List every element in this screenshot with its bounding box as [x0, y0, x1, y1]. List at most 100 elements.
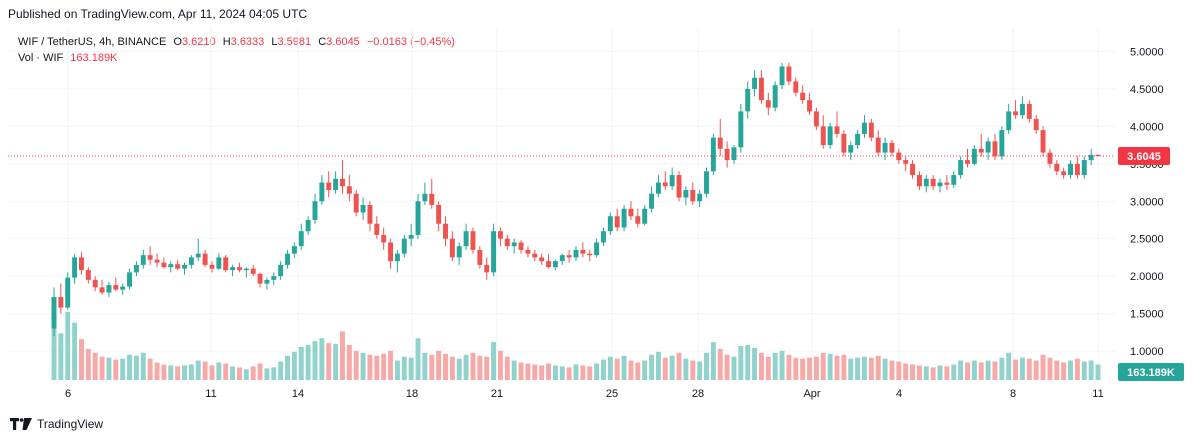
- candle-body: [491, 231, 497, 273]
- close-value: 3.6045: [326, 36, 360, 48]
- volume-bar: [312, 341, 318, 380]
- volume-bar: [305, 345, 311, 380]
- volume-bar: [951, 364, 957, 380]
- candle-body: [333, 178, 339, 191]
- candle-body: [559, 255, 565, 262]
- time-axis-label: Apr: [803, 388, 820, 400]
- volume-bar: [65, 312, 71, 380]
- candle-body: [113, 285, 119, 290]
- volume-bar: [168, 365, 174, 380]
- candle-body: [903, 160, 909, 164]
- volume-bar: [649, 354, 655, 380]
- price-axis-label: 1.0000: [1130, 346, 1164, 358]
- volume-bar: [601, 359, 606, 380]
- candle-body: [587, 253, 593, 256]
- volume-bar: [848, 358, 854, 380]
- legend-volume-row: Vol · WIF 163.189K: [18, 50, 455, 66]
- tradingview-logo-icon: [10, 418, 32, 430]
- candle-body: [470, 231, 476, 250]
- volume-bar: [566, 367, 572, 380]
- candle-body: [1019, 103, 1025, 116]
- volume-bar: [697, 361, 703, 380]
- candle-body: [353, 193, 359, 213]
- volume-bar: [758, 352, 764, 380]
- volume-bar: [772, 352, 778, 380]
- open-value: 3.6210: [181, 36, 216, 48]
- volume-bar: [896, 361, 902, 380]
- volume-bar: [429, 354, 435, 380]
- candle-body: [525, 249, 531, 254]
- candle-body: [408, 234, 414, 239]
- volume-bar: [182, 365, 187, 380]
- volume-bar: [944, 366, 950, 380]
- volume-bar: [669, 355, 675, 380]
- volume-bar: [497, 350, 503, 380]
- volume-bar: [285, 355, 290, 380]
- volume-bar: [594, 363, 600, 380]
- volume-bar: [236, 367, 242, 380]
- candle-body: [360, 204, 366, 213]
- volume-bar: [855, 357, 861, 380]
- candle-body: [1047, 152, 1053, 164]
- time-axis-label: 11: [1092, 388, 1103, 400]
- candle-body: [916, 175, 922, 187]
- candle-body: [765, 100, 771, 108]
- open-label: O: [173, 36, 182, 48]
- candle-body: [298, 231, 304, 247]
- volume-bar: [868, 357, 874, 380]
- candle-body: [223, 257, 229, 271]
- volume-bar: [525, 363, 531, 380]
- volume-bar: [704, 352, 709, 380]
- volume-bar: [388, 350, 394, 380]
- volume-bar: [415, 338, 421, 380]
- candle-body: [999, 130, 1005, 157]
- candle-body: [1061, 171, 1067, 176]
- volume-bar: [882, 358, 888, 380]
- candle-body: [662, 182, 668, 187]
- candle-body: [655, 182, 661, 194]
- volume-bar: [827, 353, 833, 380]
- price-axis-label: 3.0000: [1130, 196, 1164, 208]
- volume-bar: [965, 362, 970, 380]
- volume-bar: [1047, 357, 1053, 380]
- candle-body: [546, 261, 551, 268]
- tradingview-brand[interactable]: TradingView: [10, 417, 103, 431]
- candle-body: [841, 133, 847, 153]
- volume-label[interactable]: Vol · WIF: [18, 52, 64, 64]
- time-axis-label: 4: [896, 388, 902, 400]
- candle-body: [236, 267, 242, 271]
- candle-body: [745, 88, 751, 112]
- volume-bar: [923, 366, 929, 380]
- candle-body: [79, 257, 84, 271]
- candle-body: [291, 246, 297, 254]
- volume-bar: [58, 333, 64, 380]
- volume-bar: [511, 360, 517, 380]
- volume-bar: [930, 367, 936, 380]
- candle-body: [415, 201, 421, 235]
- time-axis-label: 28: [692, 388, 704, 400]
- candle-body: [642, 208, 648, 224]
- volume-bar: [1013, 359, 1019, 380]
- symbol-label[interactable]: WIF / TetherUS, 4h, BINANCE: [18, 36, 167, 48]
- volume-bar: [484, 356, 490, 380]
- volume-bar: [408, 357, 414, 380]
- volume-bar: [491, 342, 497, 380]
- volume-bar: [422, 352, 428, 380]
- candle-body: [731, 147, 737, 161]
- volume-bar: [113, 359, 119, 380]
- candle-body: [463, 231, 469, 247]
- volume-value: 163.189K: [70, 52, 118, 64]
- volume-bar: [1088, 360, 1094, 380]
- candle-body: [511, 242, 517, 247]
- volume-bar: [147, 358, 153, 380]
- volume-bar: [463, 354, 469, 380]
- candle-body: [1081, 160, 1087, 176]
- legend-price-row: WIF / TetherUS, 4h, BINANCE O3.6210 H3.6…: [18, 34, 455, 50]
- candle-body: [800, 92, 806, 101]
- volume-bar: [401, 356, 407, 380]
- volume-bar: [807, 357, 812, 380]
- candle-body: [147, 255, 153, 260]
- candle-body: [786, 66, 792, 82]
- candle-body: [106, 285, 112, 293]
